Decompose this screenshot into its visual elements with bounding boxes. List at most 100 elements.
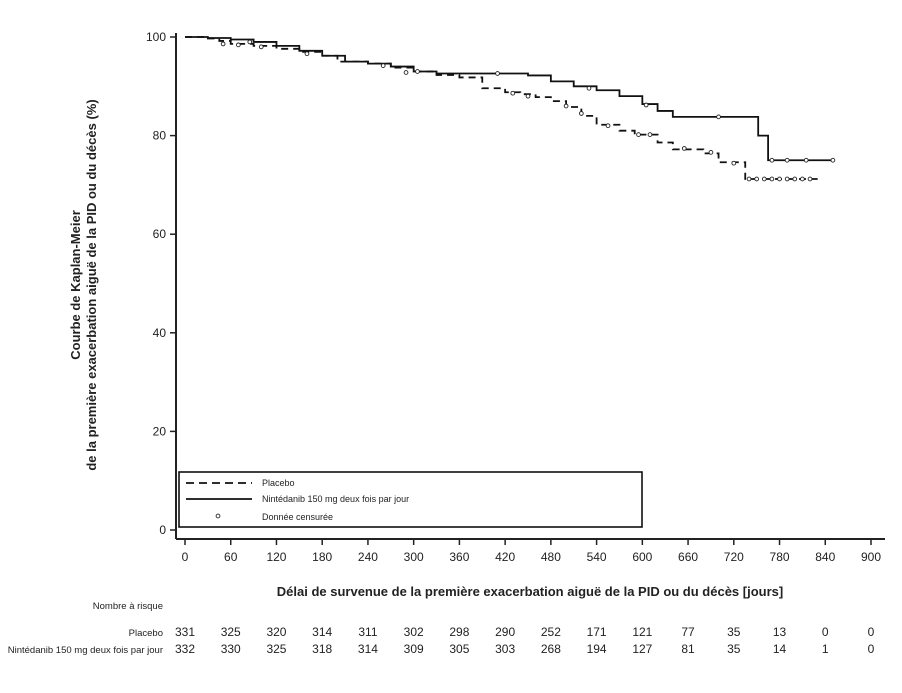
x-tick-label: 240 <box>358 550 378 564</box>
x-tick-label: 420 <box>495 550 515 564</box>
censor-marker-placebo <box>761 176 767 182</box>
x-axis-title: Délai de survenue de la première exacerb… <box>277 584 783 599</box>
y-axis-title: Courbe de Kaplan-Meier de la première ex… <box>68 99 99 470</box>
x-tick-label: 720 <box>724 550 744 564</box>
legend-box <box>178 471 643 528</box>
risk-count: 331 <box>175 625 195 639</box>
risk-row-label: Placebo <box>129 628 163 639</box>
axes: 0 20 40 60 80 100 0 60 120 180 240 300 360 420 480 540 6… <box>146 30 885 564</box>
risk-count: 171 <box>587 625 607 639</box>
censor-marker-placebo <box>647 132 653 137</box>
risk-count: 311 <box>358 625 377 639</box>
y-tick-label: 0 <box>159 523 166 537</box>
y-axis-title-line2: de la première exacerbation aiguë de la … <box>84 99 99 470</box>
censor-marker-nintedanib <box>784 157 790 163</box>
censor-marker-placebo <box>807 176 813 182</box>
censor-marker-placebo <box>236 42 241 48</box>
legend-swatch-censored <box>215 513 221 519</box>
risk-count: 0 <box>868 625 875 639</box>
legend-label: Placebo <box>262 478 295 488</box>
censor-marker-placebo <box>681 146 687 151</box>
censor-marker-placebo <box>708 150 714 155</box>
risk-count: 127 <box>632 642 652 656</box>
risk-count: 14 <box>773 642 787 656</box>
x-tick-label: 600 <box>632 550 652 564</box>
censor-marker-placebo <box>605 123 611 129</box>
risk-count: 330 <box>221 642 241 656</box>
y-tick-label: 60 <box>153 227 167 241</box>
x-tick-label: 480 <box>541 550 561 564</box>
censor-marker-nintedanib <box>380 63 386 68</box>
censor-marker-nintedanib <box>716 114 721 120</box>
censor-marker-placebo <box>784 176 790 182</box>
censor-marker-placebo <box>754 176 760 182</box>
censor-marker-placebo <box>731 160 737 166</box>
risk-count: 298 <box>449 625 469 639</box>
censor-marker-nintedanib <box>769 157 775 163</box>
risk-count: 0 <box>822 625 829 639</box>
censor-marker-placebo <box>220 41 226 47</box>
risk-count: 305 <box>449 642 469 656</box>
censor-marker-placebo <box>525 93 531 99</box>
censor-marker-nintedanib <box>415 69 420 74</box>
x-tick-label: 0 <box>182 550 189 564</box>
censor-marker-nintedanib <box>586 85 592 91</box>
censor-marker-nintedanib <box>495 71 500 76</box>
censor-marker-nintedanib <box>643 102 649 108</box>
censor-marker-placebo <box>769 176 775 182</box>
y-tick-label: 20 <box>153 424 167 438</box>
x-tick-label: 540 <box>587 550 607 564</box>
risk-count: 35 <box>727 642 741 656</box>
censor-marker-placebo <box>800 176 805 182</box>
risk-count: 0 <box>868 642 875 656</box>
risk-count: 121 <box>632 625 652 639</box>
censor-marker-placebo <box>777 176 782 182</box>
censor-marker-nintedanib <box>830 157 836 163</box>
censor-marker-placebo <box>636 132 641 137</box>
censor-marker-nintedanib <box>803 157 809 163</box>
series-line-placebo <box>185 36 818 180</box>
legend-label: Nintédanib 150 mg deux fois par jour <box>262 494 409 504</box>
censor-marker-placebo <box>792 176 798 182</box>
legend: Placebo Nintédanib 150 mg deux fois par j… <box>178 471 643 528</box>
risk-count: 325 <box>266 642 286 656</box>
risk-count: 290 <box>495 625 515 639</box>
censor-marker-placebo <box>563 103 569 109</box>
x-tick-label: 180 <box>312 550 332 564</box>
x-tick-label: 900 <box>861 550 881 564</box>
x-tick-label: 60 <box>224 550 238 564</box>
risk-count: 194 <box>587 642 607 656</box>
risk-row-label: Nintédanib 150 mg deux fois par jour <box>8 645 163 656</box>
censor-marker-nintedanib <box>247 39 253 45</box>
risk-count: 252 <box>541 625 561 639</box>
x-tick-label: 840 <box>815 550 835 564</box>
risk-count: 35 <box>727 625 741 639</box>
risk-count: 302 <box>404 625 424 639</box>
risk-count: 309 <box>404 642 424 656</box>
risk-table-title: Nombre à risque <box>93 601 163 612</box>
censor-marker-placebo <box>403 70 409 75</box>
risk-count: 320 <box>266 625 286 639</box>
censor-marker-placebo <box>304 51 310 57</box>
risk-count: 1 <box>822 642 829 656</box>
y-axis-title-line1: Courbe de Kaplan-Meier <box>68 210 83 360</box>
censor-marker-placebo <box>258 44 264 50</box>
risk-count: 318 <box>312 642 332 656</box>
x-tick-label: 780 <box>770 550 790 564</box>
risk-count: 314 <box>358 642 378 656</box>
censor-marker-placebo <box>510 90 516 96</box>
censor-marker-placebo <box>579 111 584 116</box>
series-line-nintedanib <box>185 36 833 162</box>
legend-label: Donnée censurée <box>262 512 333 522</box>
y-tick-label: 40 <box>153 326 167 340</box>
plot-area <box>185 36 836 182</box>
risk-count: 13 <box>773 625 787 639</box>
x-tick-label: 120 <box>266 550 286 564</box>
risk-count: 314 <box>312 625 332 639</box>
risk-count: 81 <box>681 642 695 656</box>
x-tick-label: 360 <box>449 550 469 564</box>
risk-table: Nombre à risque Placebo 331 325 320 314 311 302… <box>8 601 875 656</box>
risk-count: 303 <box>495 642 515 656</box>
risk-count: 77 <box>681 625 695 639</box>
